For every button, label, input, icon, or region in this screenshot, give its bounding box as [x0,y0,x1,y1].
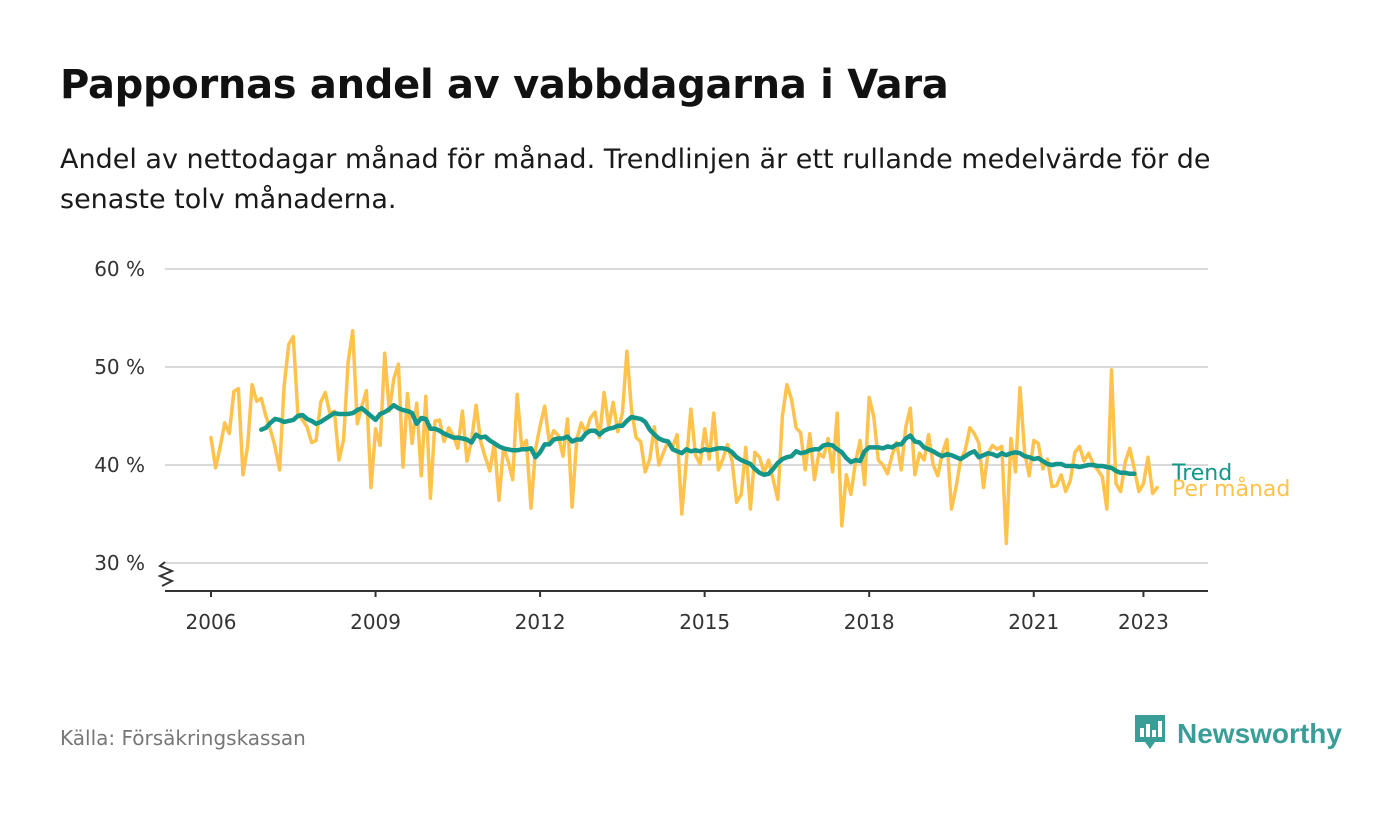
brand[interactable]: Newsworthy [1133,712,1342,756]
y-tick-label: 60 % [94,257,145,281]
x-tick-label: 2006 [186,610,237,634]
x-tick-label: 2009 [350,610,401,634]
chart-title: Pappornas andel av vabbdagarna i Vara [60,62,949,108]
monthly-line [209,328,1159,546]
trend-line [259,402,1137,478]
grid-lines [165,268,1208,564]
trend-label: Trend [1171,461,1232,486]
x-tick-label: 2018 [844,610,895,634]
axis-break-icon [157,561,175,587]
x-tick-label: 2021 [1008,610,1059,634]
x-tick-label: 2015 [679,610,730,634]
x-tick-label: 2012 [515,610,566,634]
axes: 30 % 40 % 50 % 60 % 2006 2009 2012 2015 2018 2021… [94,257,1208,634]
y-tick-label: 30 % [94,551,145,575]
y-tick-label: 50 % [94,355,145,379]
y-tick-label: 40 % [94,453,145,477]
newsworthy-logo-icon [1133,712,1167,756]
brand-name: Newsworthy [1177,718,1342,749]
source-note: Källa: Försäkringskassan [60,726,306,750]
x-tick-label: 2023 [1118,610,1169,634]
chart-subtitle: Andel av nettodagar månad för månad. Tre… [60,144,1211,215]
monthly-label: Per månad [1172,476,1290,502]
series-layer [209,328,1159,546]
